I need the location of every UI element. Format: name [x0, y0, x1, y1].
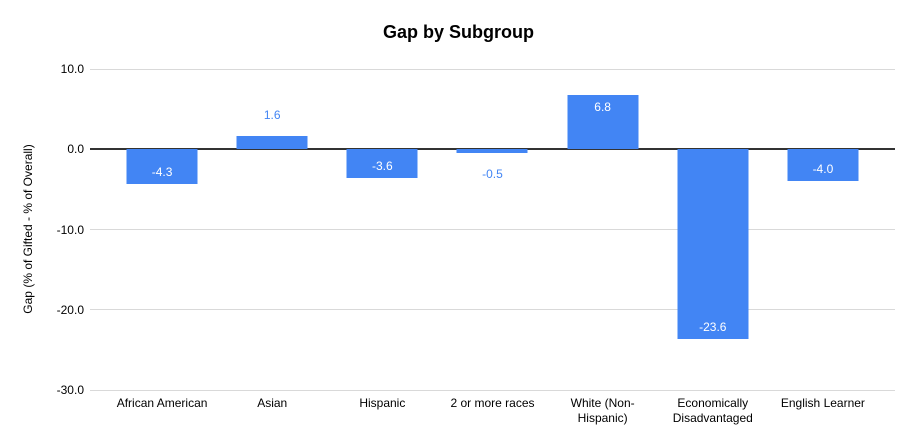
x-category-label: Asian — [257, 396, 288, 410]
x-category-label: White (Non-Hispanic) — [570, 396, 635, 425]
x-category-label: African American — [116, 396, 208, 410]
bar — [236, 136, 308, 150]
plot-area: -4.3 1.6 -3.6 -0.5 6.8 -23.6 -4.0 — [90, 68, 895, 391]
y-tick-label: -20.0 — [56, 302, 84, 317]
y-tick-label: 10.0 — [60, 62, 84, 76]
x-category-label: Economically Disadvantaged — [672, 396, 753, 425]
bar-value-label: -0.5 — [482, 167, 503, 182]
x-axis-category-labels: African American Asian Hispanic 2 or more r… — [107, 396, 878, 426]
gridline — [90, 309, 895, 311]
bar — [567, 94, 639, 150]
bar-column: 6.8 — [548, 69, 658, 390]
chart-title: Gap by Subgroup — [383, 22, 534, 42]
x-category-label: 2 or more races — [450, 396, 535, 410]
gridline — [90, 68, 895, 70]
bar-value-label: -3.6 — [372, 159, 393, 174]
bar-value-label: -23.6 — [699, 319, 727, 334]
gridline — [90, 389, 895, 391]
bar-column: -3.6 — [327, 69, 437, 390]
bar-column: -0.5 — [437, 69, 547, 390]
y-axis-tick-labels: 10.0 0.0 -10.0 -20.0 -30.0 — [0, 0, 84, 448]
bar — [677, 149, 749, 339]
y-tick-label: 0.0 — [67, 142, 84, 157]
y-tick-label: -30.0 — [56, 383, 84, 397]
bar-column: -4.3 — [107, 69, 217, 390]
bar-value-label: -4.3 — [151, 164, 173, 179]
bars-container: -4.3 1.6 -3.6 -0.5 6.8 -23.6 -4.0 — [107, 69, 878, 390]
bar-column: -23.6 — [658, 69, 768, 390]
x-category-label: Hispanic — [359, 396, 406, 410]
bar-column: -4.0 — [768, 69, 878, 390]
bar-value-label: 1.6 — [263, 108, 281, 123]
bar — [456, 149, 528, 154]
bar-value-label: 6.8 — [594, 99, 611, 114]
bar — [126, 149, 198, 184]
bar — [346, 149, 418, 179]
y-tick-label: -10.0 — [56, 222, 84, 237]
bar — [787, 149, 859, 182]
x-category-label: English Learner — [780, 396, 865, 410]
bar-column: 1.6 — [217, 69, 327, 390]
gridline — [90, 229, 895, 230]
bar-value-label: -4.0 — [812, 162, 834, 177]
